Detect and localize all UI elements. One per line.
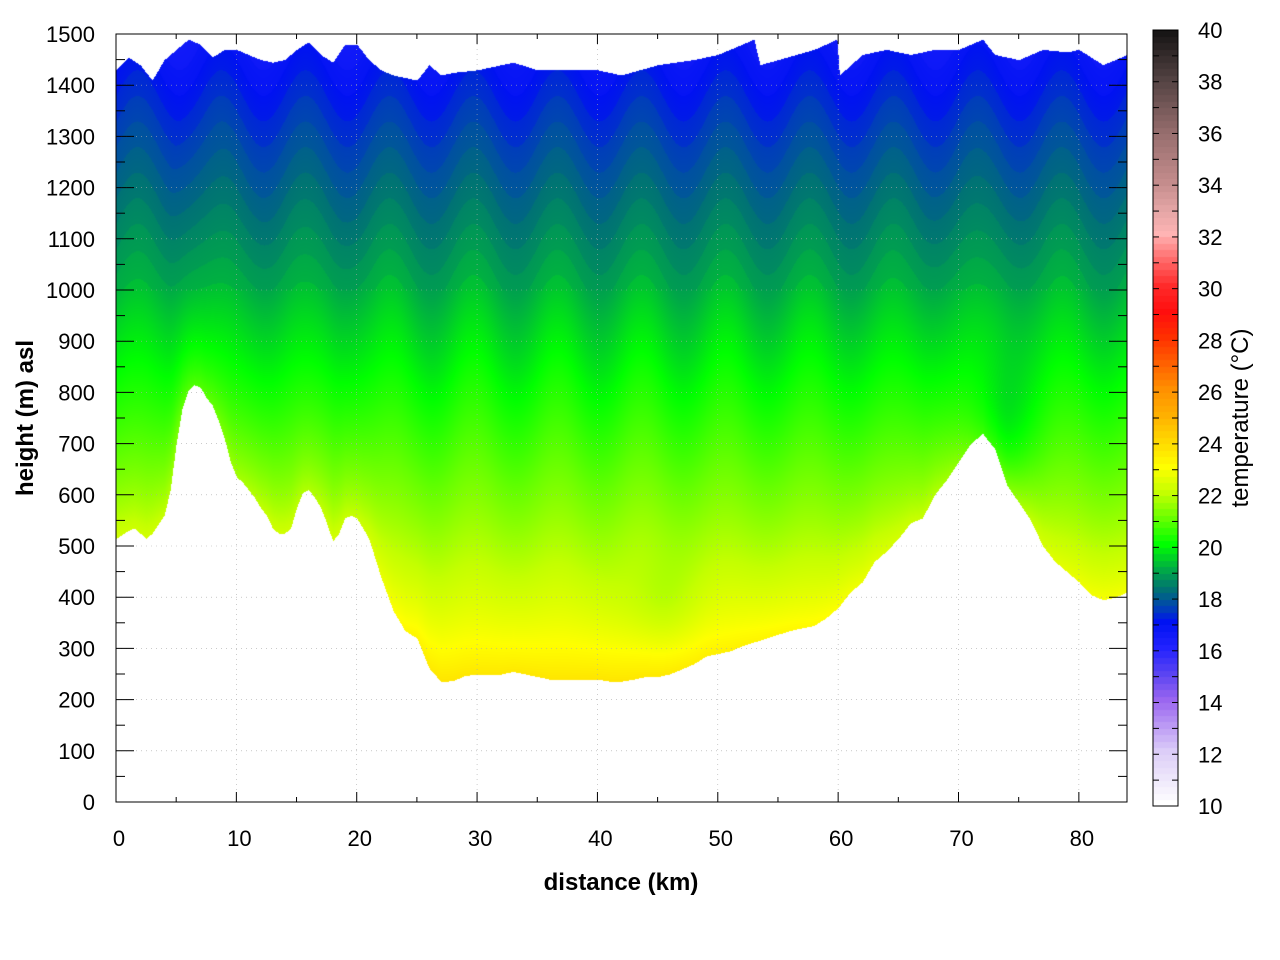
y-tick-label: 1500 — [46, 22, 95, 47]
colorbar-tick-label: 10 — [1198, 794, 1222, 819]
x-tick-label: 60 — [829, 826, 853, 851]
x-tick-label: 80 — [1070, 826, 1094, 851]
colorbar-frame — [1152, 29, 1179, 807]
y-tick-label: 900 — [58, 329, 95, 354]
y-tick-label: 1200 — [46, 176, 95, 201]
plot-frame — [115, 33, 1128, 803]
x-tick-label: 10 — [227, 826, 251, 851]
y-tick-label: 700 — [58, 432, 95, 457]
x-tick-label: 70 — [949, 826, 973, 851]
colorbar-tick-label: 28 — [1198, 328, 1222, 353]
colorbar-tick-label: 30 — [1198, 277, 1222, 302]
y-tick-label: 0 — [83, 790, 95, 815]
colorbar-tick-label: 12 — [1198, 742, 1222, 767]
grid-lines — [116, 34, 1127, 802]
x-tick-label: 20 — [347, 826, 371, 851]
y-tick-label: 800 — [58, 380, 95, 405]
colorbar-tick-label: 32 — [1198, 225, 1222, 250]
colorbar-tick-label: 16 — [1198, 639, 1222, 664]
colorbar-tick-label: 34 — [1198, 173, 1222, 198]
y-tick-label: 100 — [58, 739, 95, 764]
colorbar-tick-label: 24 — [1198, 432, 1222, 457]
colorbar-tick-labels: 10 12 14 16 18 20 22 24 26 28 30 32 34 36 38 40 — [1198, 18, 1222, 819]
colorbar-tick-label: 26 — [1198, 380, 1222, 405]
ticks — [115, 29, 1178, 807]
x-tick-label: 30 — [468, 826, 492, 851]
y-tick-labels: 0 100 200 300 400 500 600 700 800 900 1000 1100 1200… — [46, 22, 95, 815]
colorbar-tick-label: 14 — [1198, 691, 1222, 716]
colorbar-tick-label: 22 — [1198, 484, 1222, 509]
colorbar-tick-label: 20 — [1198, 535, 1222, 560]
colorbar-tick-label: 40 — [1198, 18, 1222, 43]
y-tick-label: 400 — [58, 585, 95, 610]
y-tick-label: 500 — [58, 534, 95, 559]
y-axis-title: height (m) asl — [12, 340, 39, 496]
x-tick-label: 0 — [113, 826, 125, 851]
y-tick-label: 1400 — [46, 73, 95, 98]
x-tick-labels: 0 10 20 30 40 50 60 70 80 — [113, 826, 1094, 851]
colorbar-tick-label: 36 — [1198, 121, 1222, 146]
y-tick-label: 1100 — [48, 227, 95, 252]
x-tick-label: 40 — [588, 826, 612, 851]
x-tick-label: 50 — [709, 826, 733, 851]
y-tick-label: 1000 — [46, 278, 95, 303]
y-tick-label: 1300 — [46, 124, 95, 149]
colorbar-title: temperature (°C) — [1227, 329, 1254, 508]
x-axis-title: distance (km) — [544, 869, 699, 896]
y-tick-label: 600 — [58, 483, 95, 508]
y-tick-label: 300 — [58, 636, 95, 661]
y-tick-label: 200 — [58, 688, 95, 713]
colorbar-tick-label: 18 — [1198, 587, 1222, 612]
colorbar-tick-label: 38 — [1198, 70, 1222, 95]
